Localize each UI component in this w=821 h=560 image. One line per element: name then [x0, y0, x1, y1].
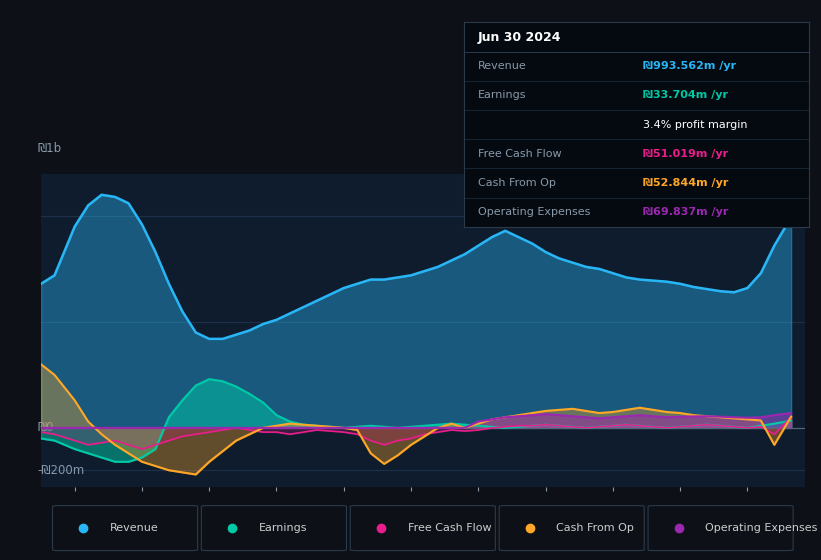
FancyBboxPatch shape	[351, 506, 495, 550]
Text: ₪993.562m /yr: ₪993.562m /yr	[643, 61, 736, 71]
Text: Operating Expenses: Operating Expenses	[705, 523, 818, 533]
Text: -₪200m: -₪200m	[37, 464, 85, 477]
Text: Operating Expenses: Operating Expenses	[478, 207, 590, 217]
Text: Free Cash Flow: Free Cash Flow	[478, 149, 562, 159]
Text: Earnings: Earnings	[478, 90, 526, 100]
FancyBboxPatch shape	[648, 506, 793, 550]
FancyBboxPatch shape	[499, 506, 644, 550]
FancyBboxPatch shape	[201, 506, 346, 550]
Text: ₪51.019m /yr: ₪51.019m /yr	[643, 149, 728, 159]
Text: Revenue: Revenue	[478, 61, 526, 71]
Text: ₪1b: ₪1b	[37, 142, 62, 155]
Text: Jun 30 2024: Jun 30 2024	[478, 30, 562, 44]
Text: Cash From Op: Cash From Op	[557, 523, 635, 533]
Text: Earnings: Earnings	[259, 523, 307, 533]
Text: ₪0: ₪0	[37, 421, 53, 435]
Text: 3.4% profit margin: 3.4% profit margin	[643, 120, 748, 129]
Text: Cash From Op: Cash From Op	[478, 178, 556, 188]
Text: ₪33.704m /yr: ₪33.704m /yr	[643, 90, 728, 100]
Text: ₪52.844m /yr: ₪52.844m /yr	[643, 178, 728, 188]
Text: ₪69.837m /yr: ₪69.837m /yr	[643, 207, 728, 217]
Text: Free Cash Flow: Free Cash Flow	[407, 523, 491, 533]
Text: Revenue: Revenue	[110, 523, 158, 533]
FancyBboxPatch shape	[53, 506, 198, 550]
